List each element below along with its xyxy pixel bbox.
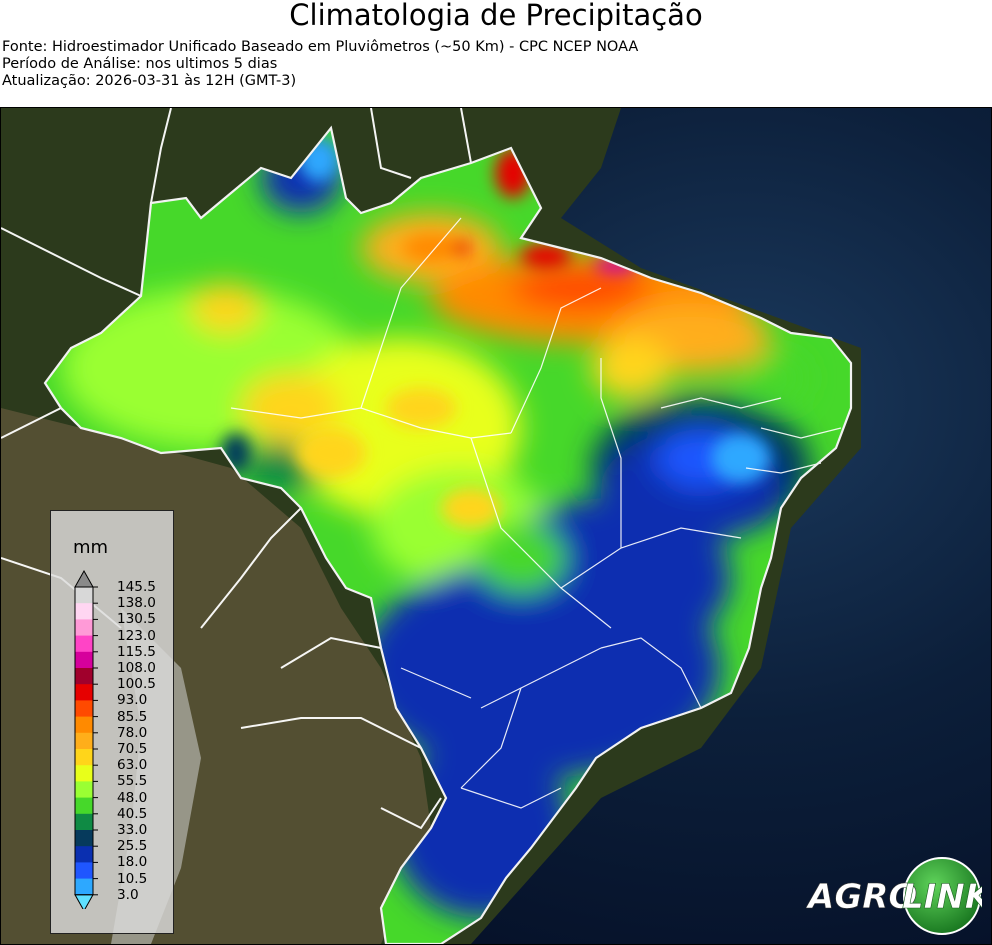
legend-tick-label: 3.0 — [117, 886, 139, 903]
colorbar-segment — [75, 830, 93, 847]
colorbar-segment — [75, 749, 93, 766]
legend-tick-label: 123.0 — [117, 627, 156, 644]
legend-tick-label: 108.0 — [117, 660, 156, 676]
colorbar-frame — [74, 586, 94, 896]
legend-tick-label: 10.5 — [117, 870, 148, 887]
state-borders — [230, 217, 842, 809]
colorbar-segment — [75, 700, 93, 718]
colorbar-segment — [75, 603, 93, 620]
update-time-line: Atualização: 2026-03-31 às 12H (GMT-3) — [2, 73, 297, 89]
colorbar-segment — [75, 732, 93, 750]
legend-tick-label: 40.5 — [117, 805, 148, 822]
map-title: Climatologia de Precipitação — [289, 0, 703, 32]
analysis-period-line: Período de Análise: nos ultimos 5 dias — [2, 56, 278, 72]
legend-tick-label: 25.5 — [117, 838, 148, 855]
source-line: Fonte: Hidroestimador Unificado Baseado … — [2, 39, 639, 55]
colorbar-segment — [75, 862, 93, 880]
legend-tick-label: 138.0 — [117, 595, 156, 612]
legend-tick-label: 63.0 — [117, 757, 148, 774]
legend-unit: mm — [73, 537, 109, 558]
colorbar-segment — [75, 813, 93, 831]
legend-tick-label: 78.0 — [117, 724, 148, 741]
legend-tick-label: 48.0 — [117, 789, 148, 806]
colorbar-segment — [75, 781, 93, 799]
legend-tick-label: 130.5 — [117, 611, 156, 628]
legend-tick-label: 145.5 — [117, 579, 156, 595]
country-borders — [1, 108, 472, 830]
color-bar — [74, 569, 98, 909]
logo-text-right: LINK — [902, 877, 982, 917]
legend-tick-label: 33.0 — [117, 822, 148, 838]
legend-tick-label: 100.5 — [117, 676, 156, 693]
colorbar-under-arrow — [74, 894, 94, 909]
colorbar-segment — [75, 587, 93, 604]
colorbar-segment — [75, 619, 93, 637]
colorbar-segment — [75, 635, 93, 653]
colorbar-over-arrow — [74, 569, 94, 588]
legend-tick-label: 85.5 — [117, 708, 148, 725]
color-legend: mm 145.5 138.0 130.5 123.0 115.5 108.0 100.5 93… — [50, 510, 174, 934]
colorbar-segment — [75, 651, 93, 669]
colorbar-segment — [75, 684, 93, 701]
legend-tick-label: 18.0 — [117, 854, 148, 871]
colorbar-segment — [75, 878, 93, 896]
legend-tick-label: 55.5 — [117, 773, 148, 790]
colorbar-segment — [75, 716, 93, 734]
legend-tick-label: 93.0 — [117, 692, 148, 709]
agrolink-logo: AGRO LINK — [805, 856, 992, 936]
legend-tick-label: 70.5 — [117, 741, 148, 757]
colorbar-segment — [75, 668, 93, 685]
legend-tick-label: 115.5 — [117, 643, 156, 660]
logo-globe-icon — [903, 857, 981, 935]
logo-text-left: AGRO — [806, 877, 917, 917]
colorbar-segment — [75, 765, 93, 782]
colorbar-segment — [75, 797, 93, 815]
colorbar-segment — [75, 846, 93, 863]
precipitation-field — [45, 128, 851, 944]
